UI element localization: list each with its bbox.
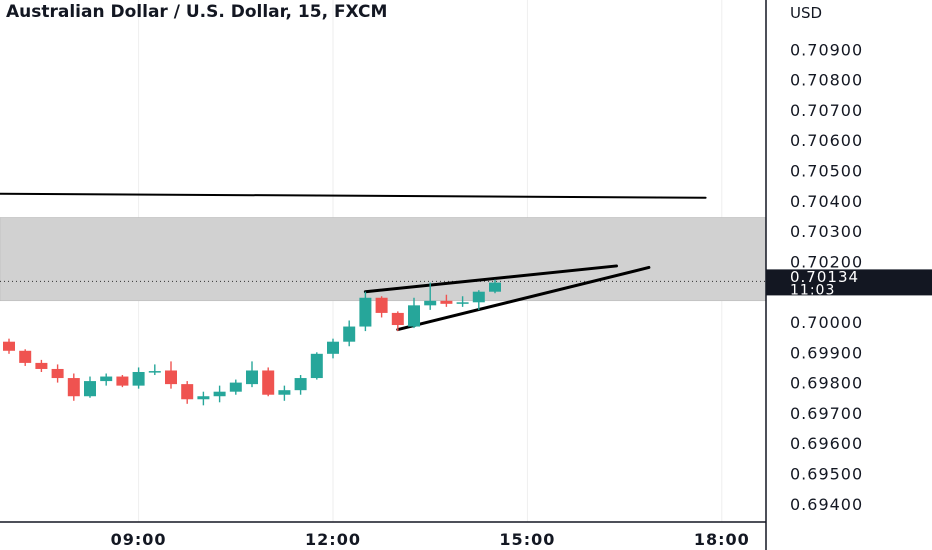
last-price-badge xyxy=(766,269,932,296)
candle xyxy=(310,352,323,380)
price-tick-label: 0.70000 xyxy=(790,313,863,332)
candle-body xyxy=(327,341,339,354)
candle-body xyxy=(132,371,145,386)
time-tick-label: 15:00 xyxy=(499,530,555,549)
candle-body xyxy=(375,297,388,313)
candle-body xyxy=(408,305,420,327)
candle-body xyxy=(472,291,485,303)
candle-body xyxy=(391,312,404,326)
candle-body xyxy=(19,350,32,363)
candle xyxy=(359,291,372,332)
candle-body xyxy=(310,353,323,379)
candle-body xyxy=(440,300,453,304)
price-tick-label: 0.70200 xyxy=(790,252,863,271)
candle xyxy=(19,349,32,366)
candle xyxy=(165,361,177,389)
candle-body xyxy=(213,391,226,397)
price-tick-label: 0.69600 xyxy=(790,434,863,453)
last-price-value: 0.70134 xyxy=(790,268,859,286)
candle xyxy=(489,279,501,294)
candle-body xyxy=(51,368,64,379)
candle xyxy=(84,376,96,398)
candle-body xyxy=(343,326,356,342)
price-tick-label: 0.70300 xyxy=(790,222,863,241)
candle-body xyxy=(116,376,129,386)
time-tick-label: 12:00 xyxy=(305,530,361,549)
drawing-layer xyxy=(0,192,707,332)
candle xyxy=(343,320,356,347)
candle xyxy=(132,367,145,389)
wedge-upper-line[interactable] xyxy=(363,264,618,294)
candle xyxy=(197,391,210,406)
price-tick-label: 0.69900 xyxy=(790,343,863,362)
candle-body xyxy=(424,300,437,306)
resistance-line[interactable] xyxy=(0,192,707,199)
candle xyxy=(278,385,291,401)
candle xyxy=(294,375,307,395)
candle-body xyxy=(456,302,469,304)
candle-body xyxy=(359,297,372,327)
price-tick-label: 0.70400 xyxy=(790,192,863,211)
candle xyxy=(375,296,388,318)
wedge-lower-line[interactable] xyxy=(396,265,651,332)
candle-body xyxy=(181,384,194,400)
candle xyxy=(440,294,453,307)
candle-body xyxy=(246,370,258,385)
time-tick-label: 09:00 xyxy=(111,530,167,549)
candle xyxy=(472,290,485,310)
candle xyxy=(229,379,242,395)
candle-body xyxy=(489,282,501,292)
supply-zone-rect xyxy=(0,217,767,302)
currency-label: USD xyxy=(790,4,822,22)
candle xyxy=(51,364,64,383)
candle xyxy=(3,338,15,354)
price-tick-label: 0.69500 xyxy=(790,465,863,484)
bar-countdown: 11:03 xyxy=(790,282,835,298)
candle-body xyxy=(262,370,275,395)
chart-title: Australian Dollar / U.S. Dollar, 15, FXC… xyxy=(6,2,388,22)
candle xyxy=(246,361,258,388)
candle-body xyxy=(229,382,242,392)
price-tick-label: 0.69400 xyxy=(790,495,863,514)
candle xyxy=(213,385,226,403)
candle xyxy=(181,381,194,404)
candle-body xyxy=(3,341,15,351)
candle xyxy=(116,375,129,388)
candle xyxy=(148,364,161,376)
candle-body xyxy=(197,396,210,400)
candle-body xyxy=(294,378,307,391)
price-tick-label: 0.70800 xyxy=(790,71,863,90)
time-tick-label: 18:00 xyxy=(694,530,750,549)
time-axis[interactable]: 09:00 12:00 15:00 18:00 xyxy=(0,521,766,549)
candle xyxy=(35,359,48,372)
candle xyxy=(424,282,437,310)
candles-layer xyxy=(3,279,501,406)
price-tick-label: 0.70700 xyxy=(790,101,863,120)
candle xyxy=(327,338,339,359)
price-tick-label: 0.70600 xyxy=(790,131,863,150)
candle xyxy=(262,367,275,397)
candle xyxy=(456,296,469,307)
candle xyxy=(67,373,80,401)
candle xyxy=(408,297,420,329)
candle xyxy=(100,373,113,386)
supply-zone-layer xyxy=(0,217,767,302)
candle-body xyxy=(35,362,48,369)
candle-body xyxy=(278,390,291,395)
candle-body xyxy=(148,371,161,373)
candle-body xyxy=(84,381,96,397)
price-tick-label: 0.70900 xyxy=(790,40,863,59)
candle xyxy=(391,311,404,332)
candle-body xyxy=(100,376,113,382)
candle-body xyxy=(165,370,177,385)
price-tick-label: 0.69800 xyxy=(790,374,863,393)
candle-body xyxy=(67,378,80,397)
price-tick-label: 0.70500 xyxy=(790,162,863,181)
price-tick-label: 0.69700 xyxy=(790,404,863,423)
